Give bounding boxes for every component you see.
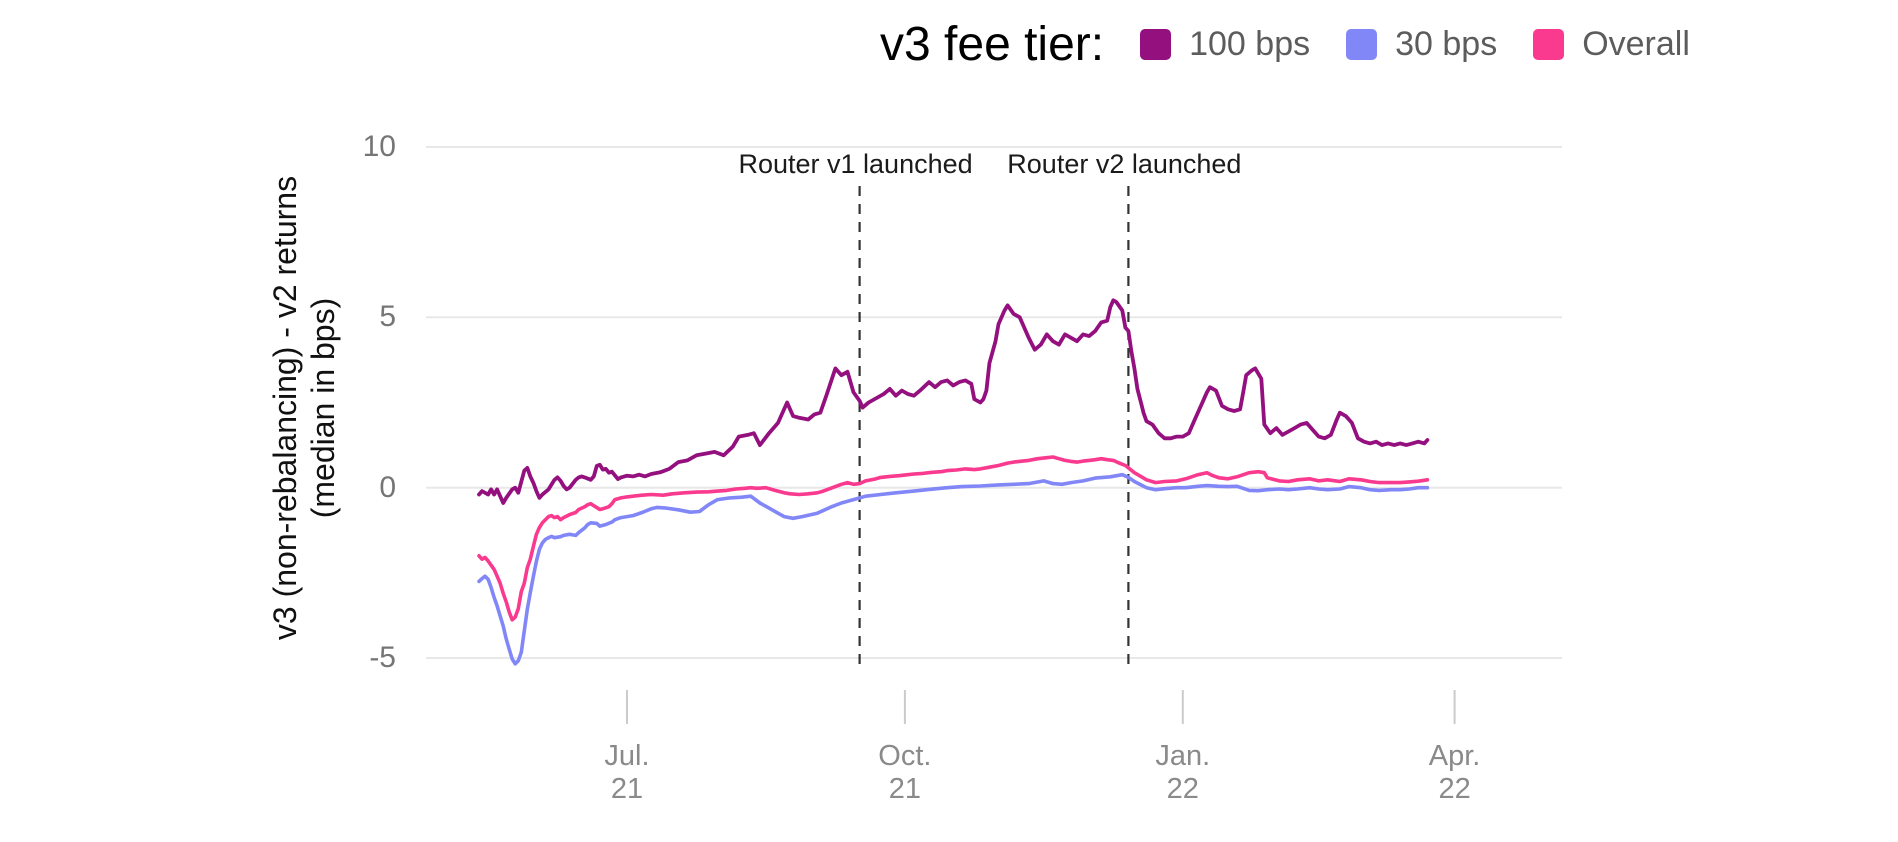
y-tick-label-5: 5 <box>379 300 396 334</box>
x-tick-label-apr22: Apr. 22 <box>1395 740 1515 806</box>
x-tick-month: Jan. <box>1155 740 1211 772</box>
legend-swatch-overall-icon <box>1533 28 1565 60</box>
x-tick-year: 22 <box>1166 773 1199 805</box>
x-tick-label-jan22: Jan. 22 <box>1123 740 1243 806</box>
y-tick-label-minus5: -5 <box>369 641 396 674</box>
legend-item-overall[interactable]: Overall <box>1533 25 1690 64</box>
legend-label-30bps: 30 bps <box>1395 24 1498 63</box>
x-tick-month: Jul. <box>604 740 650 772</box>
x-tick-year: 21 <box>888 773 921 805</box>
y-axis-title-line2: (median in bps) <box>305 297 341 519</box>
x-tick-year: 22 <box>1438 773 1471 805</box>
legend-title: v3 fee tier: <box>880 17 1105 71</box>
x-tick-month: Apr. <box>1428 740 1481 772</box>
legend: v3 fee tier: 100 bps 30 bps Overall <box>880 17 1690 71</box>
legend-label-100bps: 100 bps <box>1189 24 1311 63</box>
x-tick-label-oct21: Oct. 21 <box>845 740 965 806</box>
x-tick-year: 21 <box>610 773 644 805</box>
legend-swatch-100bps-icon <box>1140 28 1172 60</box>
y-tick-label-0: 0 <box>379 470 396 504</box>
y-tick-label-10: 10 <box>362 130 396 163</box>
annotation-router-v2-launched: Router v2 launched <box>1007 149 1242 179</box>
x-tick-month: Oct. <box>878 740 932 772</box>
annotation-router-v1-launched: Router v1 launched <box>738 149 973 179</box>
x-tick-label-jul21: Jul. 21 <box>567 740 687 806</box>
y-axis-title: v3 (non-rebalancing) - v2 returns (media… <box>266 98 346 718</box>
legend-item-100bps[interactable]: 100 bps <box>1140 25 1310 64</box>
legend-item-30bps[interactable]: 30 bps <box>1346 25 1497 64</box>
legend-label-overall: Overall <box>1582 24 1690 63</box>
y-axis-title-line1: v3 (non-rebalancing) - v2 returns <box>267 175 303 641</box>
legend-swatch-30bps-icon <box>1346 28 1378 60</box>
